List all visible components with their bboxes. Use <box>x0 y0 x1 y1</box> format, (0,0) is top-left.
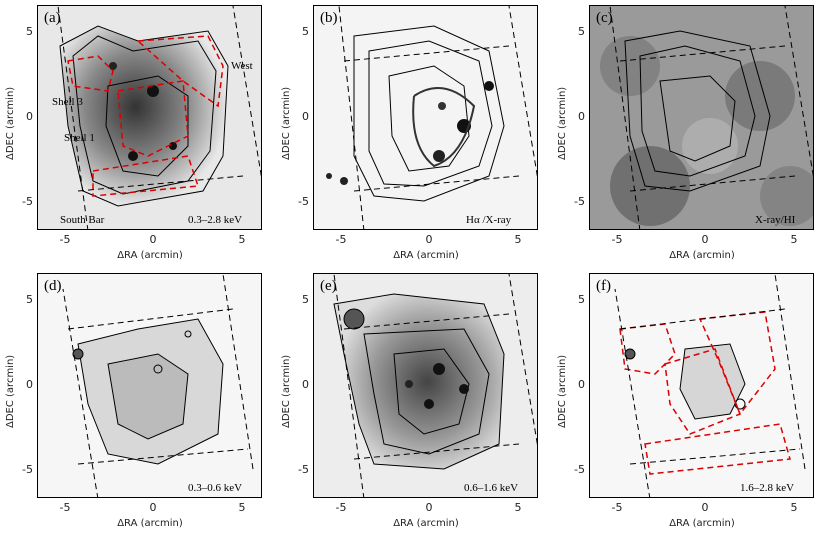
x-tick: 5 <box>514 233 522 246</box>
x-tick: -5 <box>611 501 623 514</box>
x-tick: -5 <box>59 501 71 514</box>
y-tick: -5 <box>298 463 309 476</box>
y-axis-label: ΔDEC (arcmin) <box>5 354 16 428</box>
band-label: 0.3–2.8 keV <box>188 214 243 226</box>
y-axis-label: ΔDEC (arcmin) <box>5 86 16 160</box>
band-label: Hα /X-ray <box>466 214 512 226</box>
panel-label: (b) <box>320 10 338 26</box>
panel-a: (a) West Shell 3 Shell 1 South Bar 0.3–2… <box>0 0 276 268</box>
x-axis-label: ΔRA (arcmin) <box>393 250 459 261</box>
x-axis-label: ΔRA (arcmin) <box>117 518 183 529</box>
panel-label: (a) <box>44 10 61 26</box>
y-axis-label: ΔDEC (arcmin) <box>557 86 568 160</box>
panel-c-image: (c) X-ray/HI <box>589 5 814 230</box>
panel-b-image: (b) Hα /X-ray <box>313 5 538 230</box>
y-axis-label: ΔDEC (arcmin) <box>281 354 292 428</box>
panel-c-contours <box>600 6 813 229</box>
y-tick: 0 <box>578 378 585 391</box>
x-axis-label: ΔRA (arcmin) <box>117 250 183 261</box>
band-label: X-ray/HI <box>755 214 796 226</box>
x-tick: 0 <box>149 233 157 246</box>
x-tick: 5 <box>514 501 522 514</box>
panel-label: (f) <box>596 278 611 294</box>
panel-c: (c) X-ray/HI -5 0 5 ΔRA (arcmin) 5 0 -5 … <box>552 0 828 268</box>
y-tick: 0 <box>302 378 309 391</box>
y-tick: 5 <box>578 25 585 38</box>
band-label: 0.3–0.6 keV <box>188 482 243 494</box>
x-axis-label: ΔRA (arcmin) <box>393 518 459 529</box>
panel-b-contours <box>326 6 537 229</box>
x-tick: 5 <box>238 233 246 246</box>
x-axis-label: ΔRA (arcmin) <box>669 518 735 529</box>
y-axis-label: ΔDEC (arcmin) <box>557 354 568 428</box>
y-tick: 5 <box>578 293 585 306</box>
y-tick: -5 <box>574 463 585 476</box>
x-tick: 5 <box>790 233 798 246</box>
x-tick: -5 <box>59 233 71 246</box>
y-tick: 5 <box>302 25 309 38</box>
panel-f-image: (f) 1.6–2.8 keV <box>589 273 814 498</box>
band-label: 0.6–1.6 keV <box>464 482 519 494</box>
x-tick: 0 <box>425 501 433 514</box>
panel-d-contours <box>62 274 254 497</box>
panel-label: (d) <box>44 278 62 294</box>
panel-e-contours <box>333 274 537 497</box>
x-tick: 5 <box>238 501 246 514</box>
y-tick: 5 <box>302 293 309 306</box>
panel-f-contours <box>614 274 806 497</box>
y-tick: 0 <box>302 110 309 123</box>
x-tick: 5 <box>790 501 798 514</box>
panel-f: (f) 1.6–2.8 keV -5 0 5 ΔRA (arcmin) 5 0 … <box>552 268 828 536</box>
y-tick: 0 <box>578 110 585 123</box>
panel-label: (e) <box>320 278 337 294</box>
y-tick: -5 <box>22 195 33 208</box>
y-tick: 5 <box>26 293 33 306</box>
x-tick: 0 <box>701 233 709 246</box>
annotation-shell3: Shell 3 <box>52 96 83 108</box>
band-label: 1.6–2.8 keV <box>740 482 795 494</box>
y-tick: 0 <box>26 378 33 391</box>
y-tick: -5 <box>298 195 309 208</box>
panel-d: (d) 0.3–0.6 keV -5 0 5 ΔRA (arcmin) 5 0 … <box>0 268 276 536</box>
x-tick: 0 <box>425 233 433 246</box>
x-tick: 0 <box>149 501 157 514</box>
x-tick: -5 <box>335 233 347 246</box>
x-axis-label: ΔRA (arcmin) <box>669 250 735 261</box>
annotation-west: West <box>231 60 253 72</box>
y-tick: 5 <box>26 25 33 38</box>
panel-e-image: (e) 0.6–1.6 keV <box>313 273 538 498</box>
panel-label: (c) <box>596 10 613 26</box>
x-tick: 0 <box>701 501 709 514</box>
annotation-shell1: Shell 1 <box>64 132 95 144</box>
y-tick: 0 <box>26 110 33 123</box>
panel-a-image: (a) West Shell 3 Shell 1 South Bar 0.3–2… <box>37 5 262 230</box>
panel-e: (e) 0.6–1.6 keV -5 0 5 ΔRA (arcmin) 5 0 … <box>276 268 552 536</box>
panel-a-contours <box>57 6 261 229</box>
panel-b: (b) Hα /X-ray -5 0 5 ΔRA (arcmin) 5 0 -5… <box>276 0 552 268</box>
y-axis-label: ΔDEC (arcmin) <box>281 86 292 160</box>
x-tick: -5 <box>611 233 623 246</box>
y-tick: -5 <box>22 463 33 476</box>
y-tick: -5 <box>574 195 585 208</box>
annotation-south-bar: South Bar <box>60 214 105 226</box>
x-tick: -5 <box>335 501 347 514</box>
panel-d-image: (d) 0.3–0.6 keV <box>37 273 262 498</box>
